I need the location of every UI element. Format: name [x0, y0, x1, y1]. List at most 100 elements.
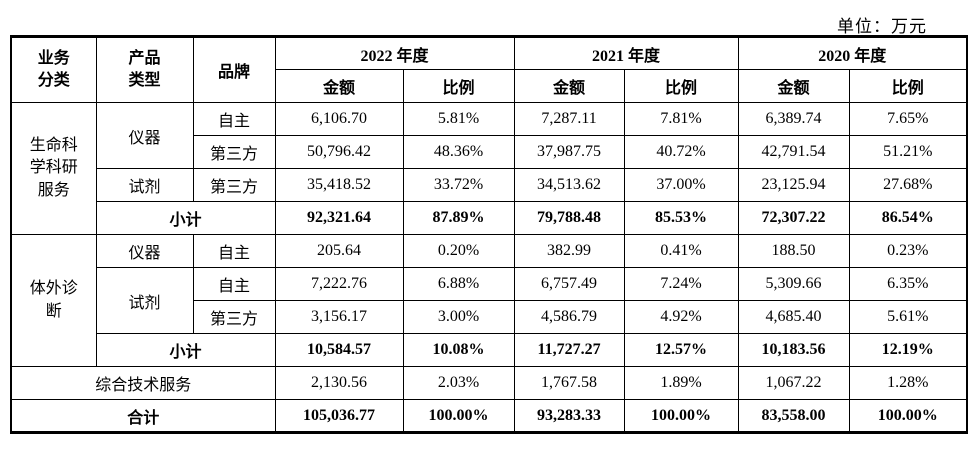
ratio-cell: 100.00% [402, 399, 515, 433]
header-business-category: 业务分类 [10, 36, 97, 103]
ratio-cell: 51.21% [848, 135, 968, 169]
product-type-cell: 仪器 [95, 234, 194, 268]
table-row: 试剂 自主 7,222.76 6.88% 6,757.49 7.24% 5,30… [11, 267, 968, 334]
header-amount-2021: 金额 [513, 69, 625, 103]
other-services-label: 综合技术服务 [10, 366, 276, 400]
ratio-cell: 100.00% [848, 399, 968, 433]
table-row: 生命科学科研服务 仪器 自主 6,106.70 5.81% 7,287.11 7… [10, 102, 968, 235]
amount-cell: 2,130.56 [274, 366, 404, 400]
ratio-cell: 12.57% [623, 333, 739, 367]
header-ratio-2020: 比例 [848, 69, 968, 103]
header-row-measures: 金额 比例 金额 比例 金额 比例 [11, 69, 968, 103]
brand-cell: 第三方 [192, 300, 276, 334]
amount-cell: 34,513.62 [513, 168, 625, 202]
amount-cell: 5,309.66 [737, 267, 850, 301]
ratio-cell: 48.36% [402, 135, 515, 169]
amount-cell: 83,558.00 [737, 399, 850, 433]
amount-cell: 79,788.48 [513, 201, 625, 235]
amount-cell: 10,584.57 [274, 333, 404, 367]
ratio-cell: 40.72% [623, 135, 739, 169]
ratio-cell: 10.08% [402, 333, 515, 367]
amount-cell: 1,067.22 [737, 366, 850, 400]
amount-cell: 6,389.74 [737, 102, 850, 136]
amount-cell: 23,125.94 [737, 168, 850, 202]
amount-cell: 35,418.52 [274, 168, 404, 202]
ratio-cell: 85.53% [623, 201, 739, 235]
amount-cell: 92,321.64 [274, 201, 404, 235]
ratio-cell: 6.88% [402, 267, 515, 301]
ratio-cell: 100.00% [623, 399, 739, 433]
ratio-cell: 0.20% [402, 234, 515, 268]
ratio-cell: 7.24% [623, 267, 739, 301]
amount-cell: 72,307.22 [737, 201, 850, 235]
brand-cell: 第三方 [192, 168, 276, 202]
amount-cell: 382.99 [513, 234, 625, 268]
header-brand: 品牌 [192, 36, 276, 103]
ratio-cell: 0.23% [848, 234, 968, 268]
brand-cell: 自主 [192, 102, 276, 136]
header-row-years: 业务分类 产品类型 品牌 2022 年度 2021 年度 2020 年度 [10, 36, 968, 103]
header-year-2022: 2022 年度 [274, 36, 515, 70]
ratio-cell: 5.61% [848, 300, 968, 334]
ratio-cell: 0.41% [623, 234, 739, 268]
ratio-cell: 27.68% [848, 168, 968, 202]
amount-cell: 4,586.79 [513, 300, 625, 334]
product-type-cell: 仪器 [95, 102, 194, 169]
amount-cell: 6,757.49 [513, 267, 625, 301]
business-group-label: 体外诊断 [10, 234, 97, 367]
business-group-label-text: 生命科学科研服务 [29, 136, 78, 199]
header-business-category-label: 业务分类 [37, 50, 70, 89]
ratio-cell: 87.89% [402, 201, 515, 235]
ratio-cell: 3.00% [402, 300, 515, 334]
amount-cell: 11,727.27 [513, 333, 625, 367]
product-type-cell: 试剂 [95, 168, 194, 202]
ratio-cell: 86.54% [848, 201, 968, 235]
ratio-cell: 7.65% [848, 102, 968, 136]
amount-cell: 105,036.77 [274, 399, 404, 433]
business-group-label-text: 体外诊断 [29, 280, 78, 320]
amount-cell: 37,987.75 [513, 135, 625, 169]
amount-cell: 7,287.11 [513, 102, 625, 136]
total-row: 合计 105,036.77 100.00% 93,283.33 100.00% … [10, 399, 968, 433]
table-row: 试剂 第三方 35,418.52 33.72% 34,513.62 37.00%… [11, 168, 968, 202]
amount-cell: 42,791.54 [737, 135, 850, 169]
revenue-breakdown-table: 业务分类 产品类型 品牌 2022 年度 2021 年度 2020 年度 金额 … [10, 35, 969, 434]
amount-cell: 50,796.42 [274, 135, 404, 169]
ratio-cell: 37.00% [623, 168, 739, 202]
ratio-cell: 5.81% [402, 102, 515, 136]
amount-cell: 4,685.40 [737, 300, 850, 334]
table-row: 第三方 3,156.17 3.00% 4,586.79 4.92% 4,685.… [11, 300, 968, 334]
amount-cell: 6,106.70 [274, 102, 404, 136]
header-amount-2022: 金额 [274, 69, 404, 103]
product-type-cell: 试剂 [95, 267, 194, 334]
ratio-cell: 7.81% [623, 102, 739, 136]
subtotal-row: 小计 10,584.57 10.08% 11,727.27 12.57% 10,… [11, 333, 968, 367]
amount-cell: 3,156.17 [274, 300, 404, 334]
amount-cell: 93,283.33 [513, 399, 625, 433]
amount-cell: 10,183.56 [737, 333, 850, 367]
ratio-cell: 2.03% [402, 366, 515, 400]
subtotal-row: 小计 92,321.64 87.89% 79,788.48 85.53% 72,… [11, 201, 968, 235]
header-ratio-2021: 比例 [623, 69, 739, 103]
business-group-label: 生命科学科研服务 [10, 102, 97, 235]
brand-cell: 自主 [192, 234, 276, 268]
ratio-cell: 4.92% [623, 300, 739, 334]
ratio-cell: 1.89% [623, 366, 739, 400]
ratio-cell: 6.35% [848, 267, 968, 301]
header-ratio-2022: 比例 [402, 69, 515, 103]
amount-cell: 1,767.58 [513, 366, 625, 400]
table-row: 第三方 50,796.42 48.36% 37,987.75 40.72% 42… [11, 135, 968, 169]
subtotal-label: 小计 [95, 333, 276, 367]
amount-cell: 188.50 [737, 234, 850, 268]
ratio-cell: 33.72% [402, 168, 515, 202]
brand-cell: 第三方 [192, 135, 276, 169]
table-row: 体外诊断 仪器 自主 205.64 0.20% 382.99 0.41% 188… [10, 234, 968, 367]
header-year-2021: 2021 年度 [513, 36, 739, 70]
other-services-row: 综合技术服务 2,130.56 2.03% 1,767.58 1.89% 1,0… [10, 366, 968, 400]
ratio-cell: 12.19% [848, 333, 968, 367]
header-product-type-label: 产品类型 [128, 50, 161, 89]
header-year-2020: 2020 年度 [737, 36, 968, 70]
amount-cell: 7,222.76 [274, 267, 404, 301]
brand-cell: 自主 [192, 267, 276, 301]
